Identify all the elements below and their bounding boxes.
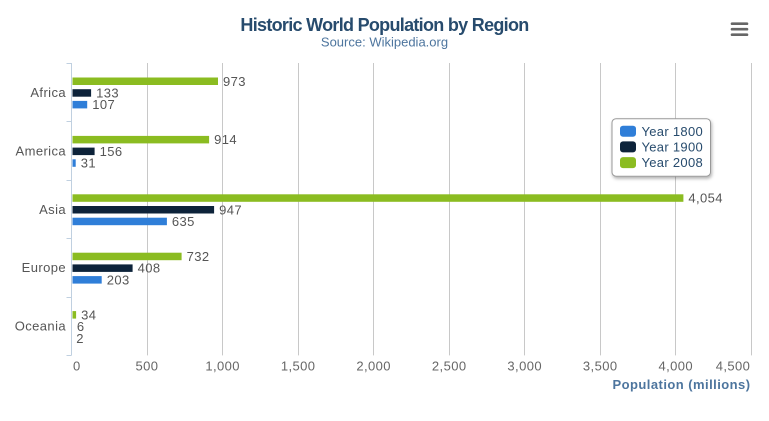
svg-text:2,000: 2,000 (356, 358, 391, 373)
svg-text:947: 947 (219, 202, 242, 217)
svg-text:Year 1800: Year 1800 (642, 124, 704, 139)
svg-text:203: 203 (107, 272, 130, 287)
svg-text:500: 500 (136, 358, 159, 373)
svg-text:1,500: 1,500 (281, 358, 316, 373)
svg-text:156: 156 (100, 144, 123, 159)
svg-text:3,500: 3,500 (583, 358, 618, 373)
svg-text:2,500: 2,500 (432, 358, 467, 373)
svg-text:Oceania: Oceania (15, 319, 67, 334)
svg-text:1,000: 1,000 (205, 358, 240, 373)
svg-text:6: 6 (77, 319, 85, 334)
svg-text:America: America (16, 143, 67, 158)
svg-text:107: 107 (92, 97, 115, 112)
svg-text:3,000: 3,000 (507, 358, 542, 373)
svg-text:732: 732 (187, 249, 210, 264)
svg-text:Year 1900: Year 1900 (642, 140, 704, 155)
svg-text:Africa: Africa (30, 85, 66, 100)
svg-text:Asia: Asia (39, 202, 66, 217)
svg-text:4,054: 4,054 (688, 191, 723, 206)
svg-text:Historic World Population by R: Historic World Population by Region (240, 15, 528, 35)
svg-text:4,000: 4,000 (659, 358, 694, 373)
svg-text:408: 408 (138, 261, 161, 276)
svg-text:31: 31 (81, 156, 96, 171)
svg-text:2: 2 (76, 331, 84, 346)
svg-text:973: 973 (223, 74, 246, 89)
svg-text:4,500: 4,500 (716, 358, 751, 373)
svg-text:34: 34 (81, 307, 96, 322)
svg-text:914: 914 (214, 132, 237, 147)
svg-text:0: 0 (73, 358, 81, 373)
svg-text:Europe: Europe (22, 260, 66, 275)
svg-text:Year 2008: Year 2008 (642, 155, 704, 170)
svg-text:133: 133 (96, 86, 119, 101)
svg-text:Source: Wikipedia.org: Source: Wikipedia.org (321, 35, 448, 50)
svg-text:635: 635 (172, 214, 195, 229)
svg-text:Population (millions): Population (millions) (613, 377, 751, 392)
